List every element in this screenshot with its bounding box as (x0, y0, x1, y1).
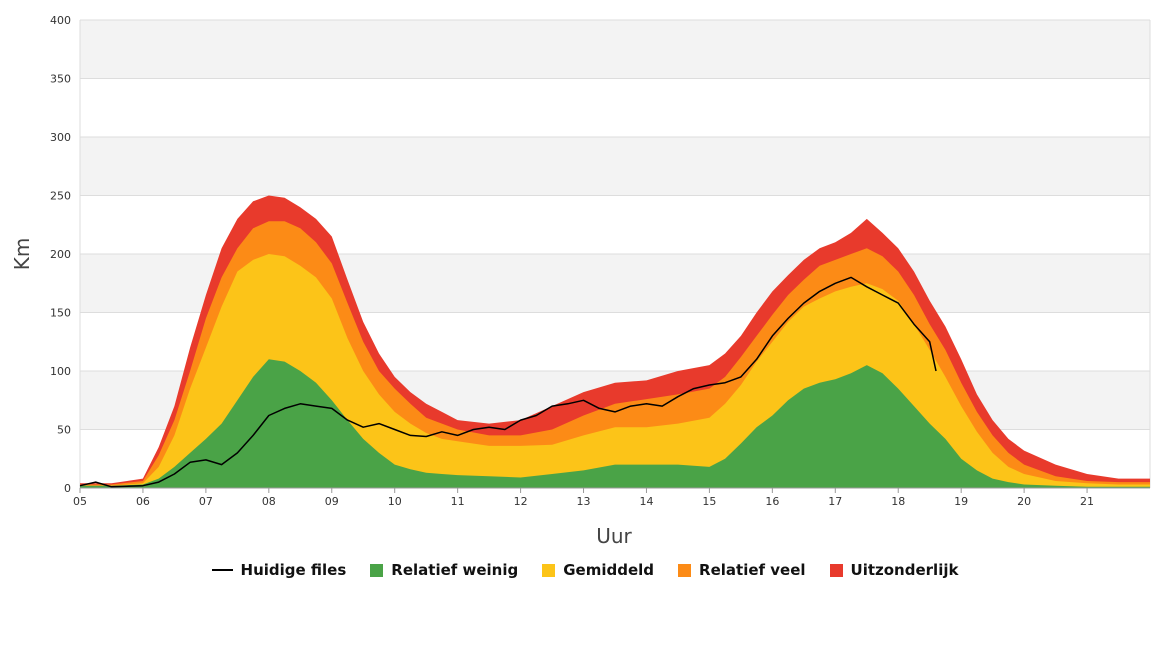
y-tick-label: 250 (50, 190, 71, 203)
legend-swatch (678, 563, 692, 577)
x-tick-label: 20 (1017, 495, 1031, 508)
x-tick-label: 18 (891, 495, 905, 508)
y-tick-label: 150 (50, 307, 71, 320)
legend: Huidige files Relatief weinig Gemiddeld … (0, 559, 1170, 581)
x-tick-label: 08 (262, 495, 276, 508)
legend-label: Gemiddeld (563, 561, 655, 579)
grid-band (80, 137, 1150, 196)
x-tick-label: 10 (388, 495, 402, 508)
y-axis-title: Km (10, 238, 34, 271)
legend-line-swatch (211, 569, 233, 571)
legend-item-gemiddeld[interactable]: Gemiddeld (542, 561, 654, 579)
legend-label: Uitzonderlijk (850, 561, 959, 579)
x-tick-label: 07 (199, 495, 213, 508)
x-tick-label: 17 (828, 495, 842, 508)
current-line-group (79, 276, 937, 488)
y-tick-label: 300 (50, 131, 71, 144)
x-tick-label: 11 (451, 495, 465, 508)
area-relatief-weinig (80, 359, 1150, 488)
x-tick-label: 12 (514, 495, 528, 508)
traffic-chart: 0 50 100 150 200 250 300 350 400 05 06 07 08 09 10 11 12… (10, 14, 1151, 548)
legend-item-uitzonderlijk[interactable]: Uitzonderlijk (829, 561, 959, 579)
line-huidige-files (79, 276, 937, 488)
x-tick-label: 06 (136, 495, 150, 508)
x-tick-label: 09 (325, 495, 339, 508)
grid-band (80, 20, 1150, 79)
x-tick-label: 21 (1080, 495, 1094, 508)
y-tick-label: 400 (50, 14, 71, 27)
legend-label: Relatief veel (699, 561, 806, 579)
axes: 0 50 100 150 200 250 300 350 400 05 06 07 08 09 10 11 12… (50, 14, 1150, 508)
legend-item-huidige-files[interactable]: Huidige files (211, 561, 347, 579)
y-tick-label: 350 (50, 73, 71, 86)
y-tick-label: 50 (57, 424, 71, 437)
x-tick-label: 15 (702, 495, 716, 508)
series-areas (80, 195, 1150, 488)
x-tick-label: 14 (639, 495, 653, 508)
y-tick-label: 0 (64, 482, 71, 495)
grid-band (80, 78, 1150, 137)
x-tick-label: 05 (73, 495, 87, 508)
y-tick-label: 100 (50, 365, 71, 378)
x-tick-label: 19 (954, 495, 968, 508)
legend-item-relatief-veel[interactable]: Relatief veel (678, 561, 806, 579)
legend-swatch (542, 563, 556, 577)
x-tick-label: 16 (765, 495, 779, 508)
legend-label: Huidige files (240, 561, 347, 579)
legend-label: Relatief weinig (391, 561, 519, 579)
legend-item-relatief-weinig[interactable]: Relatief weinig (370, 561, 518, 579)
y-tick-label: 200 (50, 248, 71, 261)
x-tick-label: 13 (577, 495, 591, 508)
legend-swatch (370, 563, 384, 577)
x-axis-title: Uur (596, 524, 632, 548)
legend-swatch (829, 563, 843, 577)
